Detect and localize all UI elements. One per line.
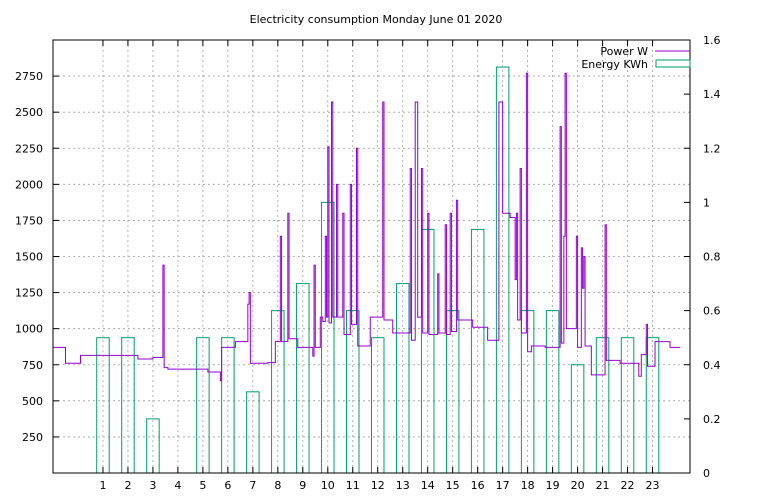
y-left-tick-label: 250 <box>22 431 43 444</box>
y-right-tick-label: 0.6 <box>703 305 721 318</box>
y-right-tick-label: 0 <box>703 467 710 480</box>
legend-label-power: Power W <box>600 45 648 58</box>
y-left-tick-label: 1500 <box>15 251 43 264</box>
x-tick-label: 8 <box>274 479 281 492</box>
x-tick-label: 23 <box>646 479 660 492</box>
x-tick-label: 19 <box>546 479 560 492</box>
x-tick-label: 12 <box>371 479 385 492</box>
x-tick-label: 4 <box>174 479 181 492</box>
y-axis-right: 0 0.2 0.4 0.6 0.8 1 1.2 1.4 1.6 <box>684 34 721 480</box>
gridlines <box>53 40 690 473</box>
y-left-tick-label: 1250 <box>15 287 43 300</box>
y-right-tick-label: 0.4 <box>703 359 721 372</box>
y-left-tick-label: 2750 <box>15 70 43 83</box>
legend: Power W Energy KWh <box>581 45 691 71</box>
x-tick-label: 15 <box>446 479 460 492</box>
y-left-tick-label: 1000 <box>15 323 43 336</box>
chart-title: Electricity consumption Monday June 01 2… <box>250 13 503 26</box>
y-left-tick-label: 2000 <box>15 178 43 191</box>
y-left-tick-label: 2250 <box>15 142 43 155</box>
y-right-tick-label: 0.8 <box>703 251 721 264</box>
y-left-tick-label: 2500 <box>15 106 43 119</box>
y-right-tick-label: 0.2 <box>703 413 721 426</box>
y-left-tick-label: 750 <box>22 359 43 372</box>
x-tick-label: 10 <box>321 479 335 492</box>
x-axis: 1 2 3 4 5 6 7 8 9 10 11 12 13 14 15 16 17 18 19 20 21 22 23 <box>99 40 660 492</box>
power-series <box>53 72 681 382</box>
x-tick-label: 11 <box>346 479 360 492</box>
x-tick-label: 13 <box>396 479 410 492</box>
y-axis-left: 250 500 750 1000 1250 1500 1750 2000 2250 2500 275… <box>15 70 59 444</box>
power-line-path <box>53 72 681 382</box>
x-tick-label: 16 <box>471 479 485 492</box>
x-tick-label: 3 <box>149 479 156 492</box>
legend-label-energy: Energy KWh <box>581 58 648 71</box>
x-tick-label: 6 <box>224 479 231 492</box>
y-left-tick-label: 1750 <box>15 214 43 227</box>
y-right-tick-label: 1.6 <box>703 34 721 47</box>
x-tick-label: 14 <box>421 479 435 492</box>
x-tick-label: 2 <box>124 479 131 492</box>
x-tick-label: 1 <box>99 479 106 492</box>
legend-swatch-energy <box>655 59 691 68</box>
y-right-tick-label: 1.4 <box>703 88 721 101</box>
x-tick-label: 21 <box>596 479 610 492</box>
x-tick-label: 9 <box>299 479 306 492</box>
x-tick-label: 18 <box>521 479 535 492</box>
y-right-tick-label: 1.2 <box>703 142 721 155</box>
y-right-tick-label: 1 <box>703 196 710 209</box>
x-tick-label: 7 <box>249 479 256 492</box>
y-left-tick-label: 500 <box>22 395 43 408</box>
x-tick-label: 5 <box>199 479 206 492</box>
x-tick-label: 20 <box>571 479 585 492</box>
x-tick-label: 22 <box>621 479 635 492</box>
x-tick-label: 17 <box>496 479 510 492</box>
